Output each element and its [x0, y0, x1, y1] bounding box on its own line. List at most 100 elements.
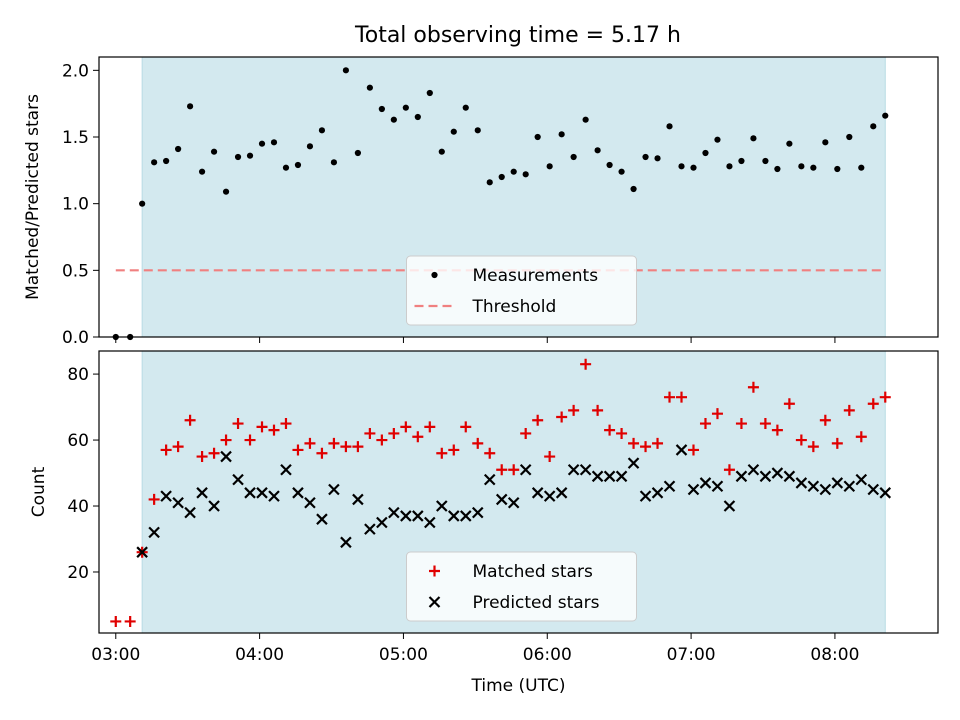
- measurement-point: [438, 148, 445, 155]
- measurement-point: [666, 123, 673, 130]
- y-tick-label: 0.5: [62, 261, 89, 281]
- matched-star-point: [160, 444, 172, 456]
- predicted-star-point: [280, 463, 292, 476]
- predicted-star-point: [160, 490, 172, 502]
- matched-star-point: [628, 437, 640, 449]
- predicted-star-point: [699, 477, 712, 489]
- matched-star-point: [592, 404, 604, 416]
- matched-star-point: [460, 421, 472, 433]
- y-tick-label: 80: [67, 365, 89, 385]
- measurement-point: [558, 131, 565, 138]
- measurement-point: [306, 143, 314, 150]
- matched-star-point: [448, 444, 460, 456]
- matched-star-point: [304, 437, 316, 449]
- x-tick-label: 04:00: [235, 645, 284, 665]
- matched-star-point: [400, 421, 412, 433]
- legend-label: Matched stars: [473, 562, 593, 582]
- predicted-star-point: [843, 480, 856, 493]
- matched-star-point: [340, 441, 352, 453]
- figure-title: Total observing time = 5.17 h: [354, 23, 681, 48]
- predicted-star-point: [412, 510, 424, 522]
- matched-star-point: [735, 418, 747, 430]
- measurement-point: [726, 163, 733, 170]
- matched-star-point: [747, 381, 759, 393]
- predicted-star-point: [388, 506, 400, 519]
- predicted-star-point: [220, 450, 232, 463]
- predicted-star-point: [436, 500, 448, 512]
- measurement-point: [786, 140, 793, 147]
- predicted-star-point: [340, 536, 352, 549]
- matched-star-point: [172, 441, 184, 453]
- predicted-star-point: [663, 480, 676, 493]
- matched-star-point: [424, 421, 436, 433]
- matched-star-point: [388, 427, 400, 439]
- measurement-point: [810, 164, 817, 171]
- measurement-point: [582, 116, 589, 123]
- predicted-star-point: [400, 510, 412, 522]
- matched-star-point: [711, 408, 723, 420]
- measurement-point: [762, 157, 769, 165]
- predicted-star-point: [148, 526, 160, 539]
- y-axis-label: Count: [29, 466, 49, 517]
- predicted-star-point: [304, 496, 316, 509]
- measurement-point: [390, 116, 397, 123]
- matched-star-point: [196, 451, 208, 463]
- matched-star-point: [568, 404, 580, 416]
- matched-star-point: [520, 427, 532, 439]
- predicted-star-point: [172, 496, 184, 509]
- predicted-star-point: [292, 487, 304, 499]
- legend-plus-marker: [429, 565, 440, 577]
- legend-dot-marker: [431, 271, 438, 279]
- predicted-star-point: [507, 496, 520, 509]
- legend: Matched stars Predicted stars: [406, 551, 637, 622]
- measurement-point: [534, 133, 541, 141]
- predicted-star-point: [687, 483, 700, 496]
- predicted-star-point: [711, 480, 724, 493]
- measurement-point: [330, 159, 338, 166]
- matched-star-point: [328, 437, 340, 449]
- predicted-star-point: [447, 510, 460, 522]
- predicted-star-point: [615, 470, 628, 483]
- legend-label: Threshold: [472, 297, 557, 317]
- predicted-star-point: [783, 470, 796, 483]
- predicted-star-point: [639, 490, 652, 502]
- predicted-star-point: [328, 483, 340, 496]
- matched-star-point: [484, 447, 496, 459]
- matched-star-point: [771, 424, 783, 436]
- y-axis-label: Matched/Predicted stars: [23, 94, 43, 300]
- measurement-point: [618, 168, 625, 175]
- x-tick-label: 08:00: [810, 645, 859, 665]
- matched-star-point: [184, 414, 196, 426]
- predicted-star-point: [459, 510, 472, 522]
- measurement-point: [870, 123, 877, 130]
- matched-star-point: [244, 434, 256, 446]
- matched-star-point: [676, 391, 688, 403]
- matched-star-point: [364, 427, 376, 439]
- measurement-point: [318, 127, 326, 134]
- legend-box: [406, 551, 637, 622]
- matched-star-point: [472, 437, 484, 449]
- matched-star-point: [640, 441, 652, 453]
- measurement-point: [702, 149, 709, 157]
- measurement-point: [858, 164, 865, 171]
- predicted-star-point: [471, 506, 484, 519]
- y-tick-label: 1.5: [62, 128, 89, 148]
- predicted-star-point: [244, 487, 256, 499]
- predicted-star-point: [208, 500, 220, 512]
- matched-star-point: [807, 441, 819, 453]
- measurement-point: [198, 168, 206, 175]
- matched-star-point: [723, 464, 735, 476]
- x-tick-label: 05:00: [379, 645, 428, 665]
- matched-star-point: [831, 437, 843, 449]
- measurement-point: [462, 104, 469, 111]
- measurement-point: [882, 112, 889, 119]
- measurement-point: [474, 127, 481, 134]
- measurement-point: [630, 185, 637, 193]
- y-tick-label: 20: [67, 563, 89, 583]
- predicted-star-point: [747, 463, 760, 476]
- measurement-point: [774, 165, 781, 173]
- matched-star-point: [110, 615, 122, 627]
- measurement-point: [210, 148, 218, 155]
- measurement-point: [139, 200, 146, 207]
- predicted-star-point: [579, 463, 592, 476]
